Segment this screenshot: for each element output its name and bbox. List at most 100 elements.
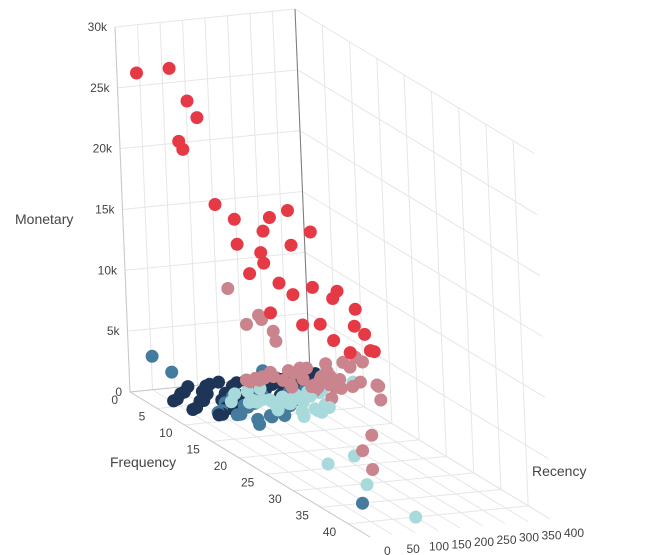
data-point[interactable]: [353, 375, 367, 389]
data-point[interactable]: [323, 369, 337, 383]
data-point[interactable]: [227, 212, 241, 226]
data-point[interactable]: [167, 394, 181, 408]
recency-tick-label: 250: [497, 533, 517, 547]
grid-lines: [114, 8, 551, 538]
data-point[interactable]: [374, 393, 388, 407]
data-point[interactable]: [360, 478, 374, 492]
data-point[interactable]: [271, 403, 285, 417]
floor-grid-line: [266, 455, 447, 475]
monetary-tick-label: 15k: [95, 203, 115, 217]
data-point[interactable]: [284, 397, 298, 411]
data-point[interactable]: [246, 394, 260, 407]
data-point[interactable]: [254, 246, 268, 260]
data-point[interactable]: [365, 428, 379, 442]
data-point[interactable]: [249, 371, 262, 385]
data-point[interactable]: [305, 280, 319, 294]
data-point[interactable]: [311, 381, 324, 395]
y-axis-title: Frequency: [110, 454, 176, 470]
floor-grid-line: [287, 375, 528, 522]
monetary-tick-label: 10k: [98, 263, 118, 277]
data-point[interactable]: [315, 405, 329, 419]
data-point[interactable]: [297, 410, 311, 423]
axis-titles: Monetary Frequency Recency: [15, 211, 586, 479]
data-point[interactable]: [208, 198, 222, 211]
tick-labels: 0 50 100 150 200 250 300 350 4000510152025303540…: [88, 20, 585, 555]
data-point[interactable]: [180, 94, 194, 108]
data-point[interactable]: [186, 403, 200, 416]
data-point[interactable]: [356, 444, 370, 458]
data-point[interactable]: [269, 334, 283, 348]
monetary-tick-label: 0: [115, 385, 122, 399]
data-point[interactable]: [296, 318, 310, 332]
data-point[interactable]: [284, 238, 298, 252]
data-point[interactable]: [221, 282, 235, 295]
monetary-axis-edge: [114, 26, 131, 393]
data-point[interactable]: [272, 276, 286, 290]
data-point[interactable]: [266, 324, 280, 338]
frequency-tick-label: 30: [268, 492, 282, 506]
data-point[interactable]: [240, 317, 253, 331]
frequency-tick-label: 35: [296, 508, 310, 522]
data-point[interactable]: [224, 395, 238, 409]
monetary-tick-label: 30k: [88, 20, 108, 34]
data-point[interactable]: [172, 134, 186, 148]
data-point[interactable]: [356, 496, 369, 510]
data-point[interactable]: [303, 225, 317, 239]
monetary-tick-label: 25k: [90, 81, 110, 95]
wall-grid-line: [124, 251, 306, 271]
data-points: [130, 61, 423, 524]
data-point[interactable]: [145, 349, 159, 363]
data-point[interactable]: [256, 224, 270, 238]
data-point[interactable]: [343, 360, 357, 374]
data-point[interactable]: [347, 319, 361, 333]
recency-tick-label: 400: [564, 526, 584, 540]
data-point[interactable]: [333, 373, 347, 386]
data-point[interactable]: [276, 373, 290, 387]
data-point[interactable]: [130, 66, 143, 80]
data-point[interactable]: [358, 327, 372, 341]
data-point[interactable]: [296, 395, 310, 409]
data-point[interactable]: [330, 284, 344, 298]
recency-tick-label: 0: [384, 544, 391, 555]
recency-tick-label: 50: [407, 542, 421, 555]
data-point[interactable]: [230, 408, 244, 422]
wall-grid-line: [304, 251, 546, 398]
data-point[interactable]: [281, 204, 294, 217]
data-point[interactable]: [356, 355, 369, 369]
data-point[interactable]: [367, 345, 381, 359]
data-point[interactable]: [264, 306, 277, 320]
data-point[interactable]: [212, 408, 226, 422]
data-point[interactable]: [162, 61, 176, 75]
data-point[interactable]: [372, 379, 386, 393]
wall-grid-line: [294, 8, 536, 155]
data-point[interactable]: [252, 308, 265, 322]
data-point[interactable]: [321, 457, 335, 471]
data-point[interactable]: [165, 365, 179, 379]
frequency-tick-label: 40: [323, 525, 337, 539]
data-point[interactable]: [190, 111, 204, 125]
data-point[interactable]: [262, 211, 276, 224]
data-point[interactable]: [263, 365, 277, 379]
wall-grid-line: [309, 373, 551, 520]
data-point[interactable]: [327, 334, 341, 347]
data-point[interactable]: [286, 288, 300, 302]
data-point[interactable]: [343, 346, 357, 360]
data-point[interactable]: [243, 267, 257, 281]
frequency-tick-label: 0: [111, 393, 118, 407]
data-point[interactable]: [348, 302, 362, 316]
data-point[interactable]: [230, 237, 244, 251]
data-point[interactable]: [409, 510, 423, 524]
wall-grid-line: [127, 312, 308, 332]
data-point[interactable]: [366, 463, 380, 476]
data-point[interactable]: [313, 317, 327, 331]
wall-grid-line: [297, 69, 538, 216]
recency-tick-label: 100: [429, 540, 449, 554]
data-point[interactable]: [257, 256, 271, 270]
data-point[interactable]: [253, 417, 267, 431]
recency-tick-label: 200: [474, 535, 494, 549]
data-point[interactable]: [293, 361, 307, 375]
z-axis-title: Monetary: [15, 211, 73, 227]
recency-tick-label: 150: [452, 537, 472, 551]
